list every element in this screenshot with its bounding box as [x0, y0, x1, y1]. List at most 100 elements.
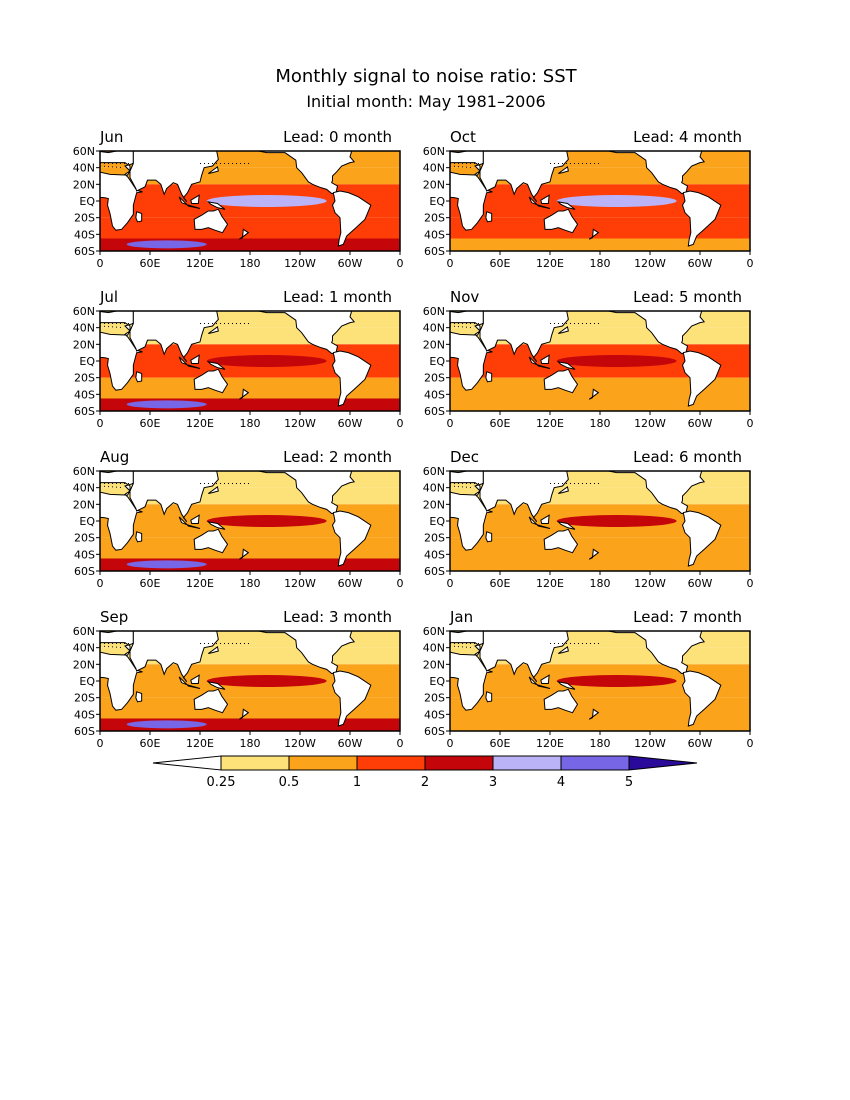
- land-mass: [208, 165, 219, 174]
- lon-tick-label: 60W: [338, 577, 363, 590]
- equatorial-pacific-core: [556, 515, 677, 527]
- lon-tick-label: 0: [447, 257, 454, 270]
- lon-tick-label: 0: [747, 577, 754, 590]
- lat-tick-label: 40S: [424, 228, 445, 241]
- sst-band: [100, 697, 400, 719]
- land-mass: [556, 521, 576, 530]
- lon-tick-label: 120E: [186, 737, 214, 750]
- land-mass: [540, 194, 550, 204]
- equatorial-pacific-core: [556, 675, 677, 687]
- lat-tick-label: 40S: [74, 708, 95, 721]
- land-mass: [543, 688, 579, 714]
- lon-tick-label: 60E: [490, 737, 511, 750]
- sst-band: [450, 377, 750, 399]
- lon-tick-label: 120E: [186, 577, 214, 590]
- lon-tick-label: 120E: [186, 417, 214, 430]
- land-mass: [556, 361, 576, 370]
- sst-band: [450, 217, 750, 239]
- panel-month: Jun: [99, 128, 123, 146]
- land-mass: [558, 325, 569, 334]
- land-mass: [540, 674, 550, 684]
- lat-tick-label: 60S: [424, 565, 445, 578]
- lat-tick-label: EQ: [79, 675, 95, 688]
- land-mass: [100, 151, 143, 231]
- colorbar-label: 5: [625, 775, 633, 790]
- southern-ocean-patch: [126, 240, 207, 249]
- equatorial-pacific-core: [556, 355, 677, 367]
- colorbar-label: 2: [421, 775, 429, 790]
- panel-lead: Lead: 7 month: [633, 608, 742, 626]
- equatorial-pacific-core: [556, 195, 677, 207]
- land-mass: [193, 528, 229, 554]
- land-mass: [208, 325, 219, 334]
- panel-lead: Lead: 6 month: [633, 448, 742, 466]
- land-mass: [556, 201, 576, 210]
- map-panel: Dec Lead: 6 month 0 60E 120E 180 120W 60W 0 60N 40…: [423, 448, 754, 590]
- land-mass: [178, 676, 201, 689]
- land-mass: [206, 201, 226, 210]
- lon-tick-label: 0: [447, 577, 454, 590]
- land-mass: [135, 531, 143, 543]
- lat-tick-label: 60S: [424, 405, 445, 418]
- lon-tick-label: 120E: [536, 417, 564, 430]
- lon-tick-label: 60E: [490, 257, 511, 270]
- land-mass: [190, 674, 200, 684]
- panel-lead: Lead: 3 month: [283, 608, 392, 626]
- lon-tick-label: 180: [590, 417, 611, 430]
- lat-tick-label: 40N: [73, 322, 95, 335]
- lat-tick-label: 60S: [74, 565, 95, 578]
- land-mass: [450, 471, 493, 551]
- land-mass: [588, 708, 600, 720]
- panel-month: Jul: [99, 288, 118, 306]
- lon-tick-label: 0: [397, 737, 404, 750]
- land-mass: [190, 194, 200, 204]
- panel-month: Dec: [450, 448, 479, 466]
- panel-month: Nov: [450, 288, 479, 306]
- land-mass: [178, 356, 201, 369]
- land-mass: [129, 311, 219, 363]
- map-panel: Oct Lead: 4 month 0 60E 120E 180 120W 60W 0 60N 40…: [423, 128, 754, 270]
- land-mass: [100, 471, 143, 551]
- lat-tick-label: 20S: [424, 692, 445, 705]
- lat-tick-label: 60N: [423, 625, 445, 638]
- lat-tick-label: 60N: [73, 465, 95, 478]
- lon-tick-label: 120W: [634, 257, 666, 270]
- lat-tick-label: 40S: [424, 548, 445, 561]
- lat-tick-label: 20N: [73, 498, 95, 511]
- land-mass: [331, 350, 372, 407]
- sst-band: [450, 697, 750, 719]
- land-mass: [206, 681, 226, 690]
- equatorial-pacific-core: [206, 355, 327, 367]
- lat-tick-label: 20N: [423, 338, 445, 351]
- land-mass: [190, 354, 200, 364]
- equatorial-pacific-core: [206, 515, 327, 527]
- lon-tick-label: 0: [397, 577, 404, 590]
- lat-tick-label: 40N: [423, 482, 445, 495]
- land-mass: [331, 190, 372, 247]
- lon-tick-label: 120E: [536, 737, 564, 750]
- lon-tick-label: 0: [747, 417, 754, 430]
- land-mass: [479, 311, 569, 363]
- sst-band: [100, 377, 400, 399]
- land-mass: [450, 311, 493, 391]
- land-mass: [485, 211, 493, 223]
- sst-band: [100, 537, 400, 559]
- sst-band: [450, 398, 750, 411]
- land-mass: [135, 211, 143, 223]
- lon-tick-label: 0: [747, 257, 754, 270]
- panel-lead: Lead: 1 month: [283, 288, 392, 306]
- sst-band: [450, 558, 750, 571]
- lon-tick-label: 120W: [634, 737, 666, 750]
- land-mass: [543, 368, 579, 394]
- land-mass: [129, 631, 219, 683]
- lat-tick-label: EQ: [79, 515, 95, 528]
- lat-tick-label: 40N: [423, 322, 445, 335]
- lat-tick-label: 40N: [73, 482, 95, 495]
- lon-tick-label: 60W: [688, 417, 713, 430]
- map-panel: Jul Lead: 1 month 0 60E 120E 180 120W 60W 0 60N 40…: [73, 288, 404, 430]
- map-panel: Aug Lead: 2 month 0 60E 120E 180 120W 60W 0 60N 40…: [73, 448, 404, 590]
- land-mass: [479, 151, 569, 203]
- colorbar-label: 1: [353, 775, 361, 790]
- lon-tick-label: 60W: [338, 257, 363, 270]
- lon-tick-label: 60W: [688, 257, 713, 270]
